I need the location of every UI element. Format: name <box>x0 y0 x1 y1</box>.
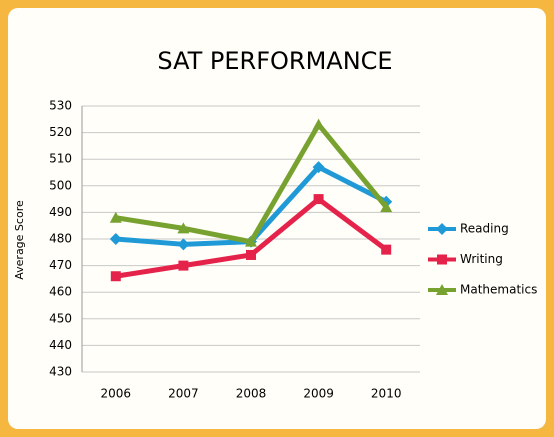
point-marker <box>177 222 190 234</box>
y-tick-label: 450 <box>49 311 72 325</box>
y-tick-label: 430 <box>49 365 72 379</box>
x-tick-label: 2006 <box>101 387 132 401</box>
point-marker <box>177 238 190 251</box>
x-tick-label: 2009 <box>303 387 334 401</box>
y-tick-label: 470 <box>49 258 72 272</box>
point-marker <box>313 194 324 205</box>
point-marker <box>110 271 121 282</box>
legend-marker <box>436 284 448 295</box>
x-tick-label: 2007 <box>168 387 199 401</box>
point-marker <box>246 249 256 260</box>
legend-label: Reading <box>460 222 509 236</box>
y-tick-label: 480 <box>49 232 72 246</box>
point-marker <box>109 211 122 223</box>
y-tick-label: 440 <box>49 338 72 352</box>
y-axis-label: Average Score <box>13 200 26 280</box>
x-tick-label: 2010 <box>371 387 402 401</box>
legend-label: Writing <box>460 252 503 266</box>
y-tick-label: 530 <box>49 99 72 113</box>
panel <box>8 8 546 429</box>
point-marker <box>380 201 393 213</box>
point-marker <box>245 235 257 247</box>
point-marker <box>381 244 392 255</box>
legend-label: Mathematics <box>460 283 537 297</box>
y-tick-label: 500 <box>49 178 72 192</box>
y-tick-label: 510 <box>49 152 72 166</box>
legend-marker <box>437 254 447 265</box>
legend-marker <box>436 223 448 235</box>
y-tick-label: 460 <box>49 285 72 299</box>
point-marker <box>109 233 122 245</box>
x-tick-label: 2008 <box>236 387 267 401</box>
point-marker <box>178 260 189 271</box>
chart-title: SAT PERFORMANCE <box>157 47 392 75</box>
y-tick-label: 520 <box>49 125 72 139</box>
point-marker <box>312 118 325 130</box>
y-tick-label: 490 <box>49 205 72 219</box>
point-marker <box>312 161 325 174</box>
